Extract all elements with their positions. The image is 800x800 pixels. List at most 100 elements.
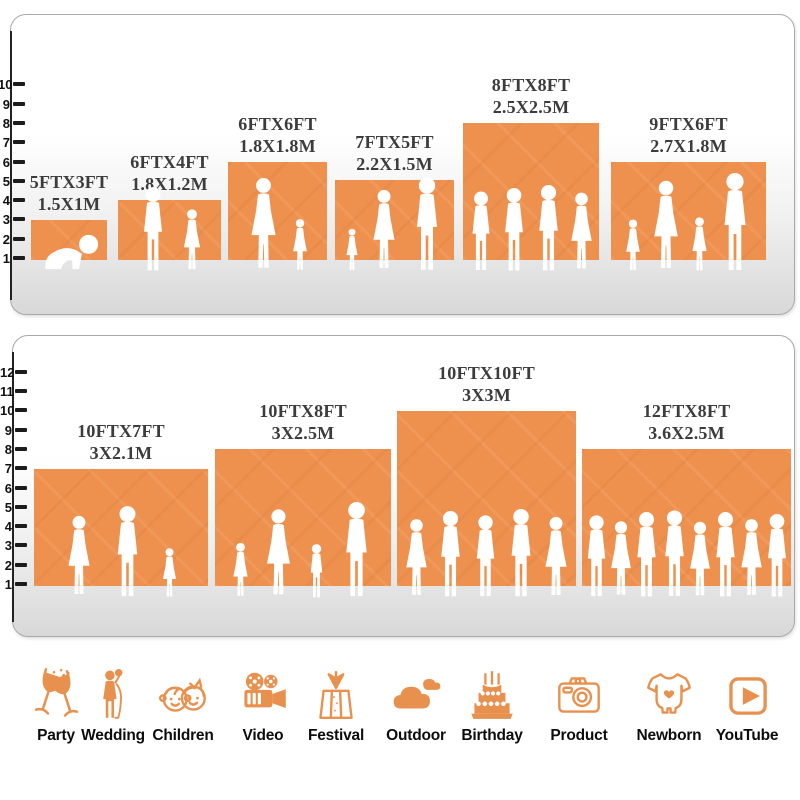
category-label: Outdoor <box>386 727 446 744</box>
ruler-tick-label: 8 <box>4 441 12 457</box>
ruler-tick <box>15 408 27 413</box>
ruler-line <box>10 31 12 300</box>
ruler-tick-label: 9 <box>2 96 10 112</box>
ruler-tick-label: 10 <box>0 403 15 419</box>
youtube-icon <box>718 666 776 724</box>
backdrop-size-label: 6FTX6FT 1.8X1.8M <box>178 114 378 157</box>
category-label: Festival <box>307 727 365 744</box>
backdrop-size-ft: 9FTX6FT <box>649 114 728 134</box>
backdrop-size-m: 3.6X2.5M <box>648 422 725 443</box>
ruler-tick-label: 5 <box>2 173 10 189</box>
ruler-tick <box>13 236 25 241</box>
panel-small-backdrops: 1 2 3 4 5 6 7 8 9 10 5FTX3FT 1.5X1M 6FTX4FT 1.8X1.2M 6… <box>0 14 795 315</box>
backdrop-size-m: 3X2.5M <box>271 422 335 443</box>
category-label: Birthday <box>461 727 523 744</box>
ruler-tick-label: 1 <box>4 577 12 592</box>
backdrop-8ftx8ft <box>463 123 599 260</box>
ruler-tick <box>13 217 25 222</box>
backdrop-size-ft: 7FTX5FT <box>355 132 434 152</box>
backdrop-size-m: 1.8X1.8M <box>239 135 316 156</box>
backdrop-7ftx5ft <box>335 180 454 260</box>
ruler-tick-label: 4 <box>2 193 10 209</box>
backdrop-size-label: 10FTX7FT 3X2.1M <box>21 421 221 464</box>
backdrop-size-label: 5FTX3FT 1.5X1M <box>0 172 169 215</box>
backdrop-size-label: 7FTX5FT 2.2X1.5M <box>295 132 495 175</box>
video-icon <box>234 666 292 724</box>
ruler-tick <box>15 543 27 548</box>
ruler-tick-label: 9 <box>4 422 12 438</box>
ruler-tick <box>15 446 27 451</box>
backdrop-size-m: 2.2X1.5M <box>356 153 433 174</box>
ruler-tick <box>13 140 25 145</box>
backdrop-size-ft: 6FTX4FT <box>130 152 209 172</box>
backdrop-size-label: 10FTX10FT 3X3M <box>387 363 587 406</box>
ruler-tick-label: 2 <box>4 557 12 573</box>
ruler-tick-label: 8 <box>2 115 10 131</box>
ruler-tick-label: 7 <box>4 461 12 477</box>
newborn-icon <box>640 666 698 724</box>
ruler-tick-label: 6 <box>2 154 10 170</box>
backdrop-size-ft: 10FTX10FT <box>438 363 535 383</box>
ruler-tick-label: 2 <box>2 231 10 247</box>
backdrop-10ftx10ft <box>397 411 576 586</box>
backdrop-size-label: 9FTX6FT 2.7X1.8M <box>589 114 789 157</box>
ruler-tick <box>13 256 25 260</box>
backdrop-size-label: 10FTX8FT 3X2.5M <box>203 401 403 444</box>
ruler-tick-label: 10 <box>0 77 13 93</box>
product-icon <box>550 666 608 724</box>
category-label: Party <box>37 727 75 744</box>
ruler-tick-label: 6 <box>4 480 12 496</box>
backdrop-size-label: 12FTX8FT 3.6X2.5M <box>587 401 787 444</box>
ruler-tick <box>15 485 27 490</box>
ruler-tick <box>15 389 27 393</box>
ruler-tick <box>13 82 25 87</box>
ruler-tick <box>13 120 25 125</box>
ruler-tick-label: 1 <box>2 251 10 266</box>
ruler-tick-label: 4 <box>4 519 12 535</box>
category-label: Wedding <box>81 727 145 744</box>
backdrop-9ftx6ft <box>611 162 766 260</box>
ruler-tick <box>15 582 27 586</box>
backdrop-size-m: 3X2.1M <box>89 442 153 463</box>
ruler-tick <box>13 101 25 106</box>
backdrop-size-m: 2.7X1.8M <box>650 135 727 156</box>
backdrop-size-ft: 5FTX3FT <box>29 172 109 192</box>
ruler-tick-label: 3 <box>4 538 12 554</box>
category-label: Newborn <box>636 727 702 744</box>
backdrop-5ftx3ft <box>31 220 107 260</box>
backdrop-10ftx8ft <box>215 449 391 586</box>
outdoor-icon <box>387 666 445 724</box>
birthday-icon <box>463 666 521 724</box>
backdrop-size-ft: 8FTX8FT <box>491 75 571 95</box>
category-label: YouTube <box>715 727 779 744</box>
children-icon <box>154 666 212 724</box>
ruler-tick <box>15 504 27 509</box>
ruler-tick-label: 3 <box>2 212 10 228</box>
backdrop-size-ft: 6FTX6FT <box>238 114 317 134</box>
backdrop-6ftx6ft <box>228 162 327 260</box>
backdrop-6ftx4ft <box>118 200 221 260</box>
ruler-tick-label: 5 <box>4 499 12 515</box>
backdrop-size-ft: 10FTX8FT <box>259 401 347 421</box>
ruler-tick <box>15 524 27 529</box>
backdrop-size-m: 2.5X2.5M <box>492 96 570 117</box>
panel-medium-backdrops: 1 2 3 4 5 6 7 8 9 10 11 12 10FTX7FT 3X2.1M 10FTX8FT 3X2… <box>0 335 795 637</box>
ruler-tick <box>15 562 27 567</box>
ruler-tick <box>15 369 27 374</box>
ruler-tick-label: 11 <box>0 384 14 399</box>
category-label: Video <box>242 727 284 744</box>
ruler-tick <box>15 427 27 432</box>
wedding-icon <box>84 666 142 724</box>
party-icon <box>27 666 85 724</box>
ruler-tick <box>15 466 27 471</box>
backdrop-size-ft: 10FTX7FT <box>77 421 165 441</box>
ruler-tick <box>13 178 25 183</box>
backdrop-12ftx8ft <box>582 449 791 586</box>
ruler-tick-label: 12 <box>0 364 15 380</box>
ruler-line <box>12 352 14 622</box>
category-label: Product <box>550 727 608 744</box>
festival-icon <box>307 666 365 724</box>
backdrop-size-label: 8FTX8FT 2.5X2.5M <box>431 75 631 118</box>
ruler-tick <box>13 198 25 203</box>
